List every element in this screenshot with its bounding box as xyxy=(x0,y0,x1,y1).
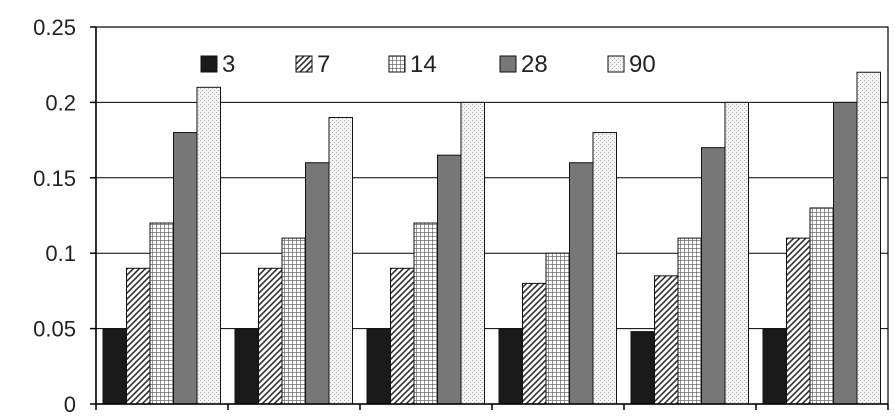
bar-series-90 xyxy=(724,101,749,405)
legend-label: 3 xyxy=(222,51,235,78)
y-tick-labels: 0 0.05 0.1 0.15 0.2 0.25 xyxy=(33,15,76,417)
y-tick-label: 0.2 xyxy=(45,90,76,115)
bar-series-28 xyxy=(833,101,858,405)
bar-series-90 xyxy=(460,101,485,405)
bar-series-7 xyxy=(390,267,415,405)
bar-series-28 xyxy=(305,162,330,405)
bars xyxy=(102,71,881,405)
y-tick-label: 0.15 xyxy=(33,166,76,191)
legend: 3 7 14 28 90 xyxy=(200,51,656,78)
bar-series-7 xyxy=(258,267,283,405)
bar-series-7 xyxy=(654,275,679,405)
bar-series-14 xyxy=(545,252,570,405)
axes xyxy=(90,26,889,410)
legend-swatch-3 xyxy=(200,55,218,73)
bar-series-3 xyxy=(366,328,391,405)
bar-series-3 xyxy=(630,331,655,405)
bar-series-28 xyxy=(437,154,462,405)
bar-series-90 xyxy=(196,86,221,405)
y-tick-label: 0 xyxy=(64,392,76,417)
bar-series-7 xyxy=(126,267,151,405)
bar-series-14 xyxy=(809,207,834,405)
bar-series-7 xyxy=(786,237,811,405)
bar-series-14 xyxy=(281,237,306,405)
bar-series-3 xyxy=(498,328,523,405)
legend-label: 7 xyxy=(317,51,330,78)
bar-series-28 xyxy=(701,147,726,405)
legend-swatch-28 xyxy=(499,55,517,73)
bar-series-28 xyxy=(173,132,198,405)
bar-series-14 xyxy=(677,237,702,405)
bar-series-28 xyxy=(569,162,594,405)
legend-label: 90 xyxy=(629,51,656,78)
y-tick-label: 0.05 xyxy=(33,317,76,342)
legend-swatch-90 xyxy=(607,55,625,73)
legend-label: 14 xyxy=(410,51,437,78)
legend-label: 28 xyxy=(521,51,548,78)
bar-series-14 xyxy=(149,222,174,405)
bar-series-90 xyxy=(856,71,881,405)
bar-series-3 xyxy=(762,328,787,405)
y-tick-label: 0.1 xyxy=(45,241,76,266)
bar-series-90 xyxy=(592,132,617,405)
bar-series-7 xyxy=(522,282,547,405)
bar-series-90 xyxy=(328,116,353,405)
y-tick-label: 0.25 xyxy=(33,15,76,40)
bar-series-14 xyxy=(413,222,438,405)
legend-swatch-14 xyxy=(388,55,406,73)
bar-series-3 xyxy=(102,328,127,405)
legend-swatch-7 xyxy=(295,55,313,73)
bar-series-3 xyxy=(234,328,259,405)
